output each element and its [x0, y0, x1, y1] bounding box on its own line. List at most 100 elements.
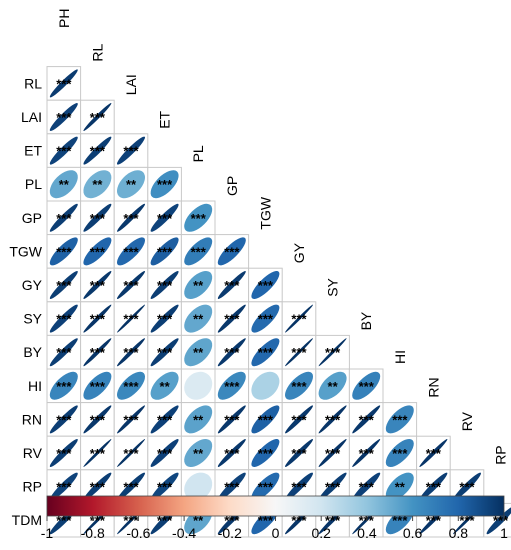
correlation-ellipse [49, 237, 78, 266]
correlation-cell: *** [80, 502, 115, 538]
significance-label: *** [258, 412, 274, 427]
correlation-ellipse [217, 271, 246, 300]
correlation-ellipse [83, 405, 112, 434]
significance-label: *** [191, 211, 207, 226]
correlation-ellipse [49, 439, 78, 468]
significance-label: *** [90, 211, 106, 226]
correlation-cell: *** [80, 267, 115, 303]
correlation-cell: *** [416, 435, 451, 471]
significance-label: *** [90, 379, 106, 394]
significance-label: *** [56, 345, 72, 360]
significance-label: *** [56, 412, 72, 427]
correlation-ellipse [486, 506, 511, 535]
significance-label: *** [224, 379, 240, 394]
correlation-cell: *** [113, 368, 149, 404]
correlation-ellipse [49, 170, 78, 199]
significance-label: *** [56, 211, 72, 226]
row-label: RV [23, 445, 43, 461]
significance-label: *** [90, 312, 106, 327]
significance-label: ** [126, 177, 137, 192]
significance-label: *** [325, 446, 341, 461]
correlation-ellipse [83, 371, 112, 400]
correlation-cell: *** [46, 200, 82, 236]
row-label: RL [24, 75, 42, 91]
correlation-ellipse [117, 439, 146, 468]
correlation-cell: *** [315, 402, 350, 437]
significance-label: *** [157, 312, 173, 327]
correlation-ellipse [184, 237, 213, 266]
correlation-ellipse [285, 439, 314, 468]
correlation-cell: *** [214, 334, 250, 370]
correlation-cell: ** [147, 368, 182, 404]
correlation-ellipse [251, 472, 280, 501]
row-label: PL [25, 176, 42, 192]
correlation-cell: *** [46, 133, 82, 168]
correlation-ellipse [184, 304, 213, 333]
significance-label: *** [123, 144, 139, 159]
correlation-ellipse [352, 405, 381, 434]
correlation-cell: *** [113, 200, 149, 236]
significance-label: *** [258, 312, 274, 327]
correlation-cell: *** [214, 234, 250, 269]
correlation-ellipse [251, 271, 280, 300]
row-label: RP [23, 479, 42, 495]
significance-label: *** [426, 480, 442, 495]
significance-label: *** [90, 110, 106, 125]
significance-label: *** [90, 244, 106, 259]
significance-label: *** [258, 345, 274, 360]
correlation-ellipse [116, 170, 145, 199]
correlation-ellipse [217, 237, 246, 266]
correlation-cell: *** [214, 402, 250, 437]
correlation-ellipse [184, 438, 213, 467]
correlation-cell: *** [46, 301, 82, 336]
significance-label: *** [56, 480, 72, 495]
significance-label: *** [359, 446, 375, 461]
correlation-ellipse [150, 170, 179, 199]
correlation-ellipse [419, 439, 448, 468]
correlation-ellipse [83, 304, 112, 333]
correlation-cell: ** [80, 166, 115, 202]
correlation-ellipse [49, 304, 78, 333]
row-label: GP [22, 210, 42, 226]
significance-label: *** [56, 244, 72, 259]
significance-label: *** [224, 345, 240, 360]
significance-label: *** [157, 278, 173, 293]
correlation-ellipse [49, 136, 78, 165]
significance-label: *** [56, 312, 72, 327]
correlation-ellipse [83, 170, 112, 199]
correlation-ellipse [150, 271, 179, 300]
significance-label: *** [224, 513, 240, 528]
correlation-ellipse [150, 405, 179, 434]
correlation-ellipse [352, 472, 381, 501]
correlation-ellipse [150, 472, 179, 501]
correlation-ellipse [318, 371, 347, 400]
significance-label: *** [224, 412, 240, 427]
significance-label: *** [56, 76, 72, 91]
legend-tick-label: 1 [500, 525, 508, 541]
correlation-ellipse [184, 405, 213, 434]
row-label: RN [22, 411, 42, 427]
correlation-cell: *** [281, 435, 317, 471]
correlation-cell: *** [382, 435, 418, 471]
significance-label: *** [258, 513, 274, 528]
significance-label: *** [123, 412, 139, 427]
correlation-ellipse [217, 338, 246, 367]
significance-label: *** [123, 278, 139, 293]
significance-label: *** [258, 480, 274, 495]
legend-tick-label: -0.4 [172, 525, 196, 541]
correlation-ellipse [352, 371, 381, 400]
correlation-ellipse [117, 338, 146, 367]
correlation-ellipse [453, 472, 482, 501]
correlation-cell: *** [46, 402, 82, 437]
significance-label: *** [157, 412, 173, 427]
correlation-cell: *** [147, 234, 182, 269]
correlation-ellipse [251, 439, 280, 468]
significance-label: ** [395, 480, 406, 495]
correlation-cell: *** [46, 368, 82, 404]
correlation-cell: *** [113, 301, 149, 336]
significance-label: *** [224, 244, 240, 259]
correlation-cell: *** [248, 267, 283, 303]
row-label: HI [28, 378, 42, 394]
correlation-cell: *** [113, 402, 149, 437]
